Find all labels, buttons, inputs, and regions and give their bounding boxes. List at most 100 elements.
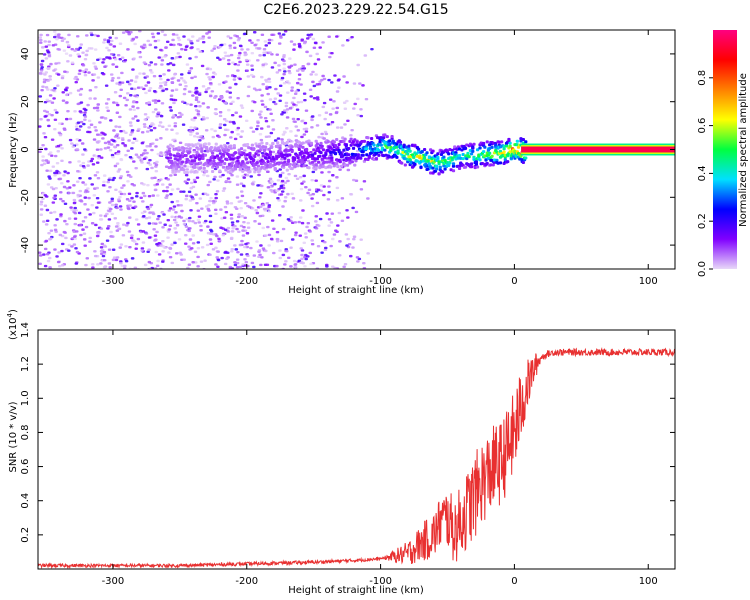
heatmap-ridge-cell (285, 140, 289, 144)
heatmap-cell (201, 102, 206, 105)
heatmap-ridge-cell (403, 157, 407, 161)
y-tick-label: 0.8 (20, 424, 31, 440)
heatmap-ridge-cell (286, 149, 291, 153)
heatmap-cell (90, 222, 95, 225)
heatmap-cell (173, 122, 178, 125)
heatmap-cell (214, 246, 218, 250)
heatmap-cell (197, 215, 202, 218)
heatmap-cell (295, 177, 300, 181)
heatmap-cell (170, 77, 174, 80)
heatmap-cell (190, 76, 194, 80)
heatmap-cell (313, 41, 318, 44)
heatmap-cell (228, 46, 233, 50)
heatmap-cell (47, 40, 52, 43)
heatmap-ridge-cell (341, 154, 345, 158)
heatmap-cell (65, 223, 69, 226)
heatmap-cell (355, 256, 360, 259)
heatmap-ridge-cell (366, 136, 370, 140)
heatmap-cell (44, 45, 49, 48)
heatmap-ridge-cell (177, 152, 181, 156)
heatmap-ridge-cell (195, 162, 199, 166)
heatmap-cell (124, 260, 129, 263)
heatmap-cell (41, 143, 45, 147)
heatmap-cell (208, 214, 213, 218)
heatmap-cell (359, 238, 363, 241)
heatmap-ridge-cell (296, 156, 300, 160)
heatmap-cell (331, 237, 335, 241)
heatmap-cell (118, 94, 123, 98)
heatmap-cell (38, 95, 43, 98)
heatmap-cell (108, 36, 112, 39)
heatmap-ridge-cell (435, 167, 439, 171)
heatmap-ridge-cell (382, 154, 386, 158)
heatmap-cell (42, 80, 47, 84)
heatmap-cell (114, 188, 118, 192)
heatmap-cell (167, 251, 171, 254)
heatmap-cell (101, 132, 106, 135)
heatmap-cell (95, 148, 100, 151)
heatmap-cell (88, 177, 92, 180)
x-tick-label: 100 (639, 276, 658, 287)
heatmap-cell (148, 211, 153, 214)
heatmap-cell (48, 75, 52, 78)
heatmap-cell (162, 189, 166, 193)
heatmap-ridge-cell (449, 168, 453, 172)
heatmap-cell (55, 255, 59, 258)
heatmap-cell (154, 108, 158, 111)
heatmap-ridge-cell (311, 153, 315, 157)
heatmap-cell (102, 252, 107, 256)
heatmap-cell (154, 145, 158, 148)
heatmap-cell (349, 254, 353, 258)
heatmap-cell (193, 180, 197, 184)
heatmap-cell (207, 76, 211, 79)
heatmap-cell (150, 176, 154, 180)
heatmap-cell (226, 230, 231, 233)
heatmap-cell (233, 63, 237, 66)
heatmap-cell (207, 87, 211, 90)
heatmap-cell (52, 35, 57, 39)
heatmap-ridge-cell (245, 161, 250, 165)
heatmap-cell (123, 144, 127, 147)
heatmap-cell (236, 63, 241, 67)
heatmap-cell (67, 243, 72, 247)
heatmap-cell (215, 190, 220, 193)
heatmap-cell (186, 178, 191, 181)
heatmap-cell (196, 135, 200, 139)
heatmap-cell (166, 230, 171, 233)
heatmap-ridge-cell (471, 149, 475, 153)
heatmap-cell (179, 73, 184, 76)
heatmap-cell (273, 102, 278, 106)
heatmap-ridge-cell (349, 137, 353, 141)
heatmap-cell (108, 186, 112, 189)
heatmap-cell (193, 221, 198, 225)
heatmap-cell (224, 179, 229, 183)
heatmap-cell (320, 132, 324, 136)
heatmap-cell (302, 241, 307, 245)
heatmap-ridge-cell (480, 162, 485, 166)
heatmap-cell (112, 145, 117, 148)
y-tick-label: 1.0 (20, 390, 31, 406)
heatmap-cell (213, 96, 217, 99)
heatmap-cell (285, 80, 290, 83)
heatmap-cell (178, 111, 182, 115)
heatmap-cell (138, 72, 142, 75)
heatmap-cell (74, 125, 79, 128)
heatmap-cell (203, 259, 207, 262)
heatmap-cell (119, 88, 123, 92)
heatmap-cell (168, 224, 173, 228)
heatmap-cell (144, 84, 148, 87)
heatmap-cell (316, 244, 321, 248)
heatmap-cell (156, 194, 160, 197)
heatmap-cell (255, 240, 259, 243)
heatmap-ridge-cell (214, 142, 218, 146)
heatmap-ridge-cell (445, 149, 450, 153)
heatmap-cell (318, 80, 322, 83)
heatmap-cell (167, 209, 172, 212)
heatmap-cell (246, 254, 250, 257)
heatmap-cell (195, 132, 199, 135)
heatmap-cell (175, 200, 180, 203)
heatmap-ridge-cell (361, 150, 365, 154)
heatmap-cell (191, 242, 196, 245)
heatmap-cell (182, 258, 186, 261)
heatmap-cell (228, 86, 232, 89)
